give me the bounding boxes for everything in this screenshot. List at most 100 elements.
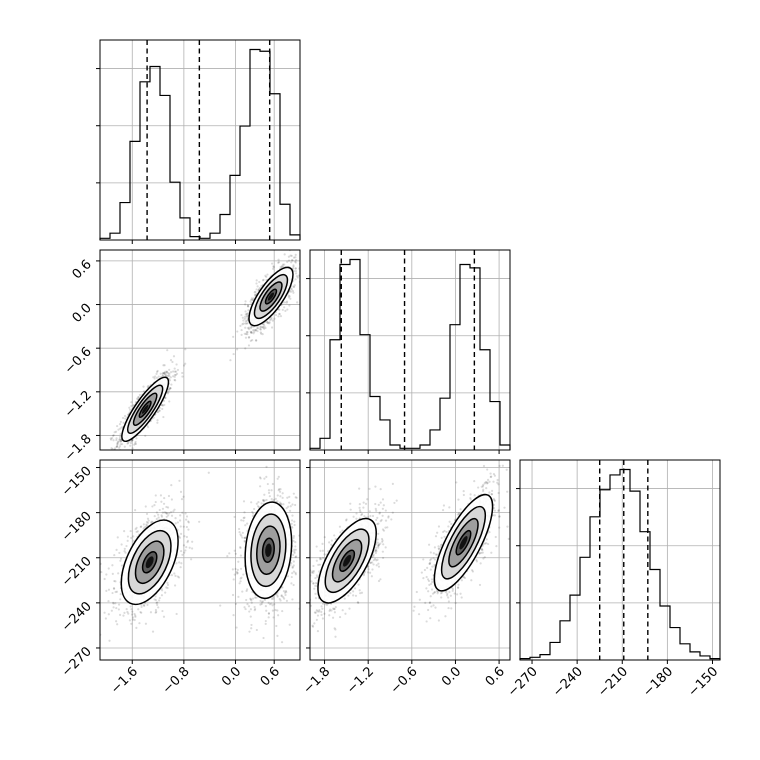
sample-point [181, 375, 184, 378]
contour-line [253, 273, 289, 320]
sample-point [265, 475, 268, 478]
sample-point [115, 606, 118, 610]
sample-point [286, 496, 289, 499]
sample-point [198, 520, 201, 523]
sample-point [151, 630, 155, 633]
sample-point [377, 562, 380, 565]
sample-point [262, 323, 265, 326]
contour-line [134, 540, 165, 585]
sample-point [181, 553, 184, 556]
sample-point [132, 535, 135, 538]
sample-point [294, 267, 297, 270]
sample-point [112, 606, 115, 609]
sample-point [129, 529, 132, 533]
sample-point [164, 591, 167, 594]
sample-point [144, 622, 148, 625]
sample-point [170, 383, 173, 386]
sample-point [168, 368, 171, 371]
sample-point [245, 315, 249, 318]
sample-point [246, 327, 249, 330]
sample-point [128, 619, 131, 622]
sample-point [246, 322, 249, 325]
sample-point [112, 601, 115, 604]
sample-point [288, 304, 291, 307]
sample-point [242, 319, 245, 322]
sample-point [371, 514, 375, 518]
sample-point [146, 385, 149, 388]
sample-point [264, 622, 267, 625]
sample-point [338, 615, 342, 619]
sample-point [364, 502, 368, 505]
sample-point [96, 590, 98, 592]
sample-point [233, 573, 236, 576]
sample-point [374, 551, 377, 555]
sample-point [271, 604, 274, 607]
sample-point [295, 275, 298, 278]
contour-line [121, 376, 170, 443]
sample-point [286, 308, 289, 311]
sample-point [234, 552, 237, 555]
sample-point [247, 326, 251, 329]
sample-point [111, 572, 114, 575]
sample-point [331, 616, 335, 619]
sample-point [277, 489, 280, 492]
sample-point [131, 610, 134, 613]
sample-point [127, 612, 130, 615]
sample-point [253, 328, 256, 332]
sample-point [253, 605, 256, 609]
sample-point [168, 387, 172, 390]
sample-point [158, 599, 161, 602]
sample-point [232, 614, 235, 617]
sample-point [246, 588, 249, 591]
sample-point [277, 614, 280, 617]
sample-point [306, 247, 308, 249]
sample-point [277, 315, 280, 318]
sample-point [288, 495, 291, 498]
sample-point [159, 494, 163, 497]
sample-point [137, 608, 140, 611]
sample-point [360, 591, 364, 594]
sample-point [244, 300, 247, 303]
sample-point [247, 328, 251, 331]
sample-point [244, 336, 248, 339]
sample-point [176, 368, 180, 372]
sample-point [323, 612, 326, 615]
sample-point [134, 614, 137, 617]
sample-point [113, 554, 116, 557]
sample-point [262, 278, 265, 282]
panel-frame [99, 39, 301, 241]
sample-point [250, 298, 253, 301]
sample-point [118, 440, 121, 443]
sample-point [248, 630, 251, 633]
sample-point [245, 332, 248, 336]
sample-point [244, 536, 247, 539]
sample-point [115, 548, 118, 551]
sample-point [241, 531, 244, 534]
sample-point [372, 553, 375, 556]
sample-point [294, 278, 297, 281]
sample-point [164, 396, 167, 400]
sample-point [374, 507, 377, 510]
sample-point [377, 546, 380, 549]
sample-point [239, 554, 243, 557]
sample-point [296, 301, 299, 304]
sample-point [113, 452, 115, 454]
sample-point [292, 583, 295, 587]
sample-point [254, 328, 258, 332]
sample-point [256, 505, 260, 508]
sample-point [290, 522, 293, 525]
sample-point [244, 310, 247, 313]
sample-point [245, 598, 248, 602]
sample-point [154, 595, 157, 598]
sample-point [231, 568, 234, 571]
sample-point [237, 560, 240, 563]
sample-point [178, 535, 181, 538]
sample-point [243, 540, 246, 543]
sample-point [262, 326, 265, 329]
sample-point [181, 371, 184, 375]
contour-line [127, 529, 172, 595]
sample-point [184, 362, 187, 365]
sample-point [166, 392, 170, 395]
sample-point [296, 276, 299, 279]
histogram-panel-p1 [306, 249, 511, 454]
